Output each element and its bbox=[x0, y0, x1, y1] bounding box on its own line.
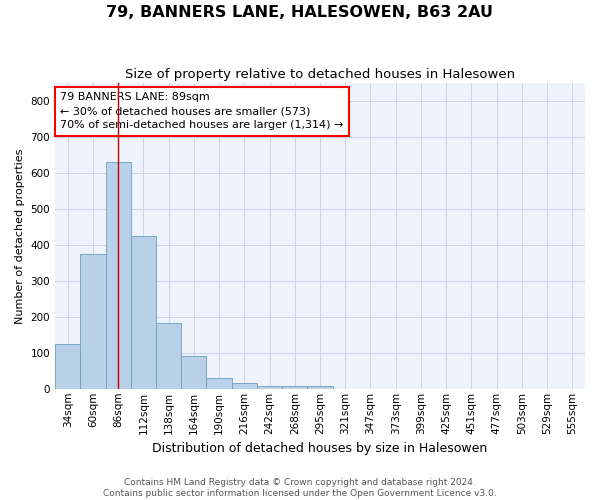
Bar bbox=[232, 384, 257, 389]
Bar bbox=[55, 344, 80, 389]
Bar bbox=[282, 386, 307, 389]
Y-axis label: Number of detached properties: Number of detached properties bbox=[15, 148, 25, 324]
Bar bbox=[307, 386, 332, 389]
Bar bbox=[257, 386, 282, 389]
Bar bbox=[181, 356, 206, 389]
Text: 79 BANNERS LANE: 89sqm
← 30% of detached houses are smaller (573)
70% of semi-de: 79 BANNERS LANE: 89sqm ← 30% of detached… bbox=[61, 92, 344, 130]
Text: Contains HM Land Registry data © Crown copyright and database right 2024.
Contai: Contains HM Land Registry data © Crown c… bbox=[103, 478, 497, 498]
Bar bbox=[80, 254, 106, 389]
Bar bbox=[106, 162, 131, 389]
Text: 79, BANNERS LANE, HALESOWEN, B63 2AU: 79, BANNERS LANE, HALESOWEN, B63 2AU bbox=[107, 5, 493, 20]
Bar bbox=[206, 378, 232, 389]
Bar bbox=[131, 236, 156, 389]
Title: Size of property relative to detached houses in Halesowen: Size of property relative to detached ho… bbox=[125, 68, 515, 80]
Bar bbox=[156, 324, 181, 389]
X-axis label: Distribution of detached houses by size in Halesowen: Distribution of detached houses by size … bbox=[152, 442, 488, 455]
